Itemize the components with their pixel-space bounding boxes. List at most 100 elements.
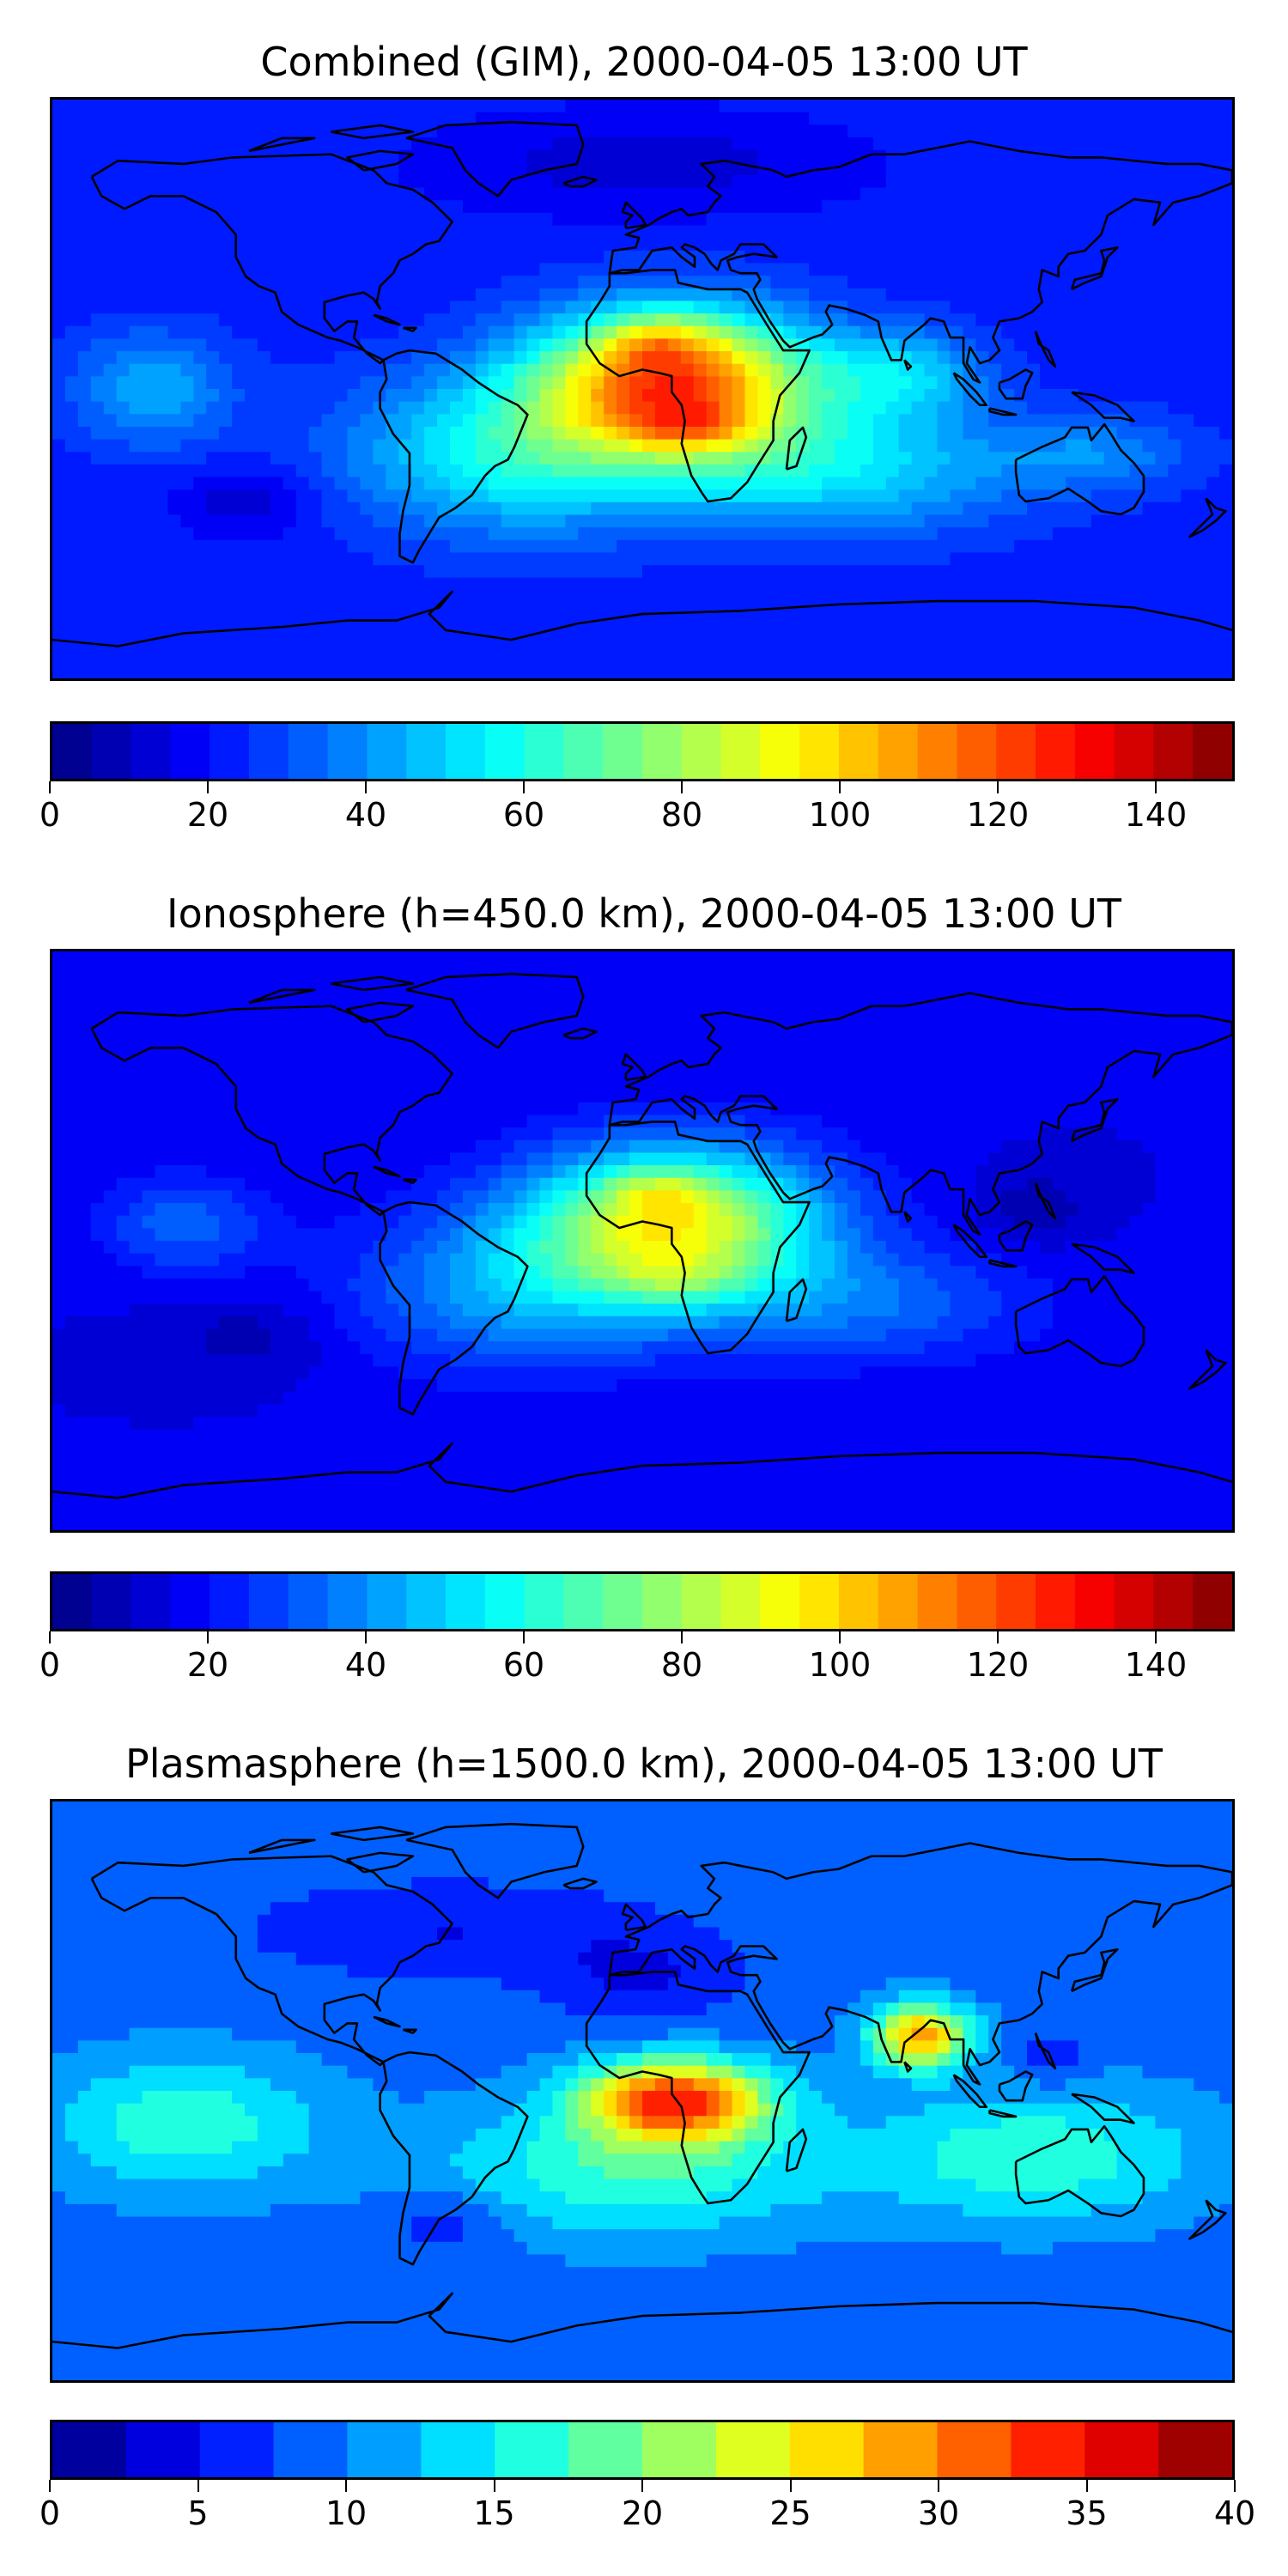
coastline-7 (405, 1822, 585, 1899)
colorbar-tick (365, 781, 367, 793)
coastline-5 (621, 1053, 647, 1082)
coastline-0 (90, 153, 453, 365)
coastline-10 (331, 975, 415, 992)
coastline-7 (405, 972, 585, 1049)
colorbar-segment (996, 1574, 1036, 1629)
map-ionosphere (50, 949, 1235, 1533)
colorbar-segment (642, 724, 683, 779)
map-svg (52, 100, 1232, 678)
map-plasmasphere (50, 1799, 1235, 2383)
colorbar-tick-label: 0 (39, 2494, 61, 2532)
colorbar-tick-label: 0 (39, 796, 61, 834)
coastline-13 (998, 2070, 1034, 2102)
colorbar-segment (720, 1574, 761, 1629)
coastline-14 (988, 2109, 1018, 2118)
colorbar-segment (131, 1574, 171, 1629)
colorbar-segment (406, 1574, 447, 1629)
coastline-22 (403, 2028, 417, 2034)
colorbar-tick (641, 2480, 643, 2492)
coastline-18 (1188, 2199, 1227, 2240)
colorbar-segment (789, 2422, 865, 2477)
coastline-17 (785, 426, 808, 471)
coastline-4 (1014, 2124, 1145, 2218)
colorbar-segment (421, 2422, 495, 2477)
colorbar-segment (863, 2422, 939, 2477)
colorbar-ionosphere (50, 1571, 1235, 1631)
colorbar-segment (799, 724, 840, 779)
coastline-18 (1188, 1349, 1227, 1390)
colorbar-ticks: 0 20 40 60 80 100 120 140 (39, 1631, 1235, 1692)
coastline-21 (373, 2015, 401, 2028)
colorbar-segment (996, 724, 1036, 779)
colorbar-segment (681, 1574, 722, 1629)
colorbar-tick-label: 140 (1124, 1646, 1188, 1684)
colorbar-segment (210, 1574, 250, 1629)
colorbar-segment (367, 1574, 407, 1629)
tec-field (52, 951, 1232, 1530)
coastline-10 (331, 124, 415, 140)
tec-field (52, 100, 1232, 678)
colorbar-segment (288, 1574, 329, 1629)
coastline-14 (988, 1259, 1018, 1268)
colorbar-tick (681, 781, 683, 793)
colorbar-segment (760, 1574, 800, 1629)
colorbar-tick (207, 1631, 209, 1643)
coastline-16 (1034, 1182, 1057, 1220)
colorbar-tick-label: 80 (660, 796, 703, 834)
coastline-9 (248, 137, 316, 153)
colorbar-segment (91, 724, 132, 779)
colorbar-segment (446, 724, 486, 779)
colorbar-segment (878, 1574, 919, 1629)
coastline-8 (346, 149, 415, 172)
colorbar-segment (563, 1574, 604, 1629)
coastline-20 (52, 2292, 1232, 2349)
map-svg (52, 951, 1232, 1530)
colorbar-segment (715, 2422, 791, 2477)
colorbar-segment (1084, 2422, 1159, 2477)
coastlines (52, 1822, 1232, 2349)
coastline-21 (373, 313, 401, 326)
coastline-16 (1034, 331, 1057, 368)
colorbar-segment (1036, 1574, 1076, 1629)
coastline-7 (405, 120, 585, 197)
colorbar-segment (524, 1574, 564, 1629)
coastline-13 (998, 1220, 1034, 1252)
coastline-9 (248, 1838, 316, 1855)
colorbar-segment (1036, 724, 1076, 779)
coastline-14 (988, 407, 1018, 416)
colorbar-segment (347, 2422, 422, 2477)
colorbar-segment (642, 1574, 683, 1629)
coastline-11 (1070, 1097, 1119, 1143)
colorbar-tick (197, 2480, 199, 2492)
panel-title: Ionosphere (h=450.0 km), 2000-04-05 13:0… (167, 890, 1121, 937)
colorbar-tick-label: 25 (769, 2494, 811, 2532)
colorbar-tick (1155, 781, 1157, 793)
colorbar-segment (199, 2422, 275, 2477)
colorbar-segment (1114, 1574, 1154, 1629)
colorbar-segment (1193, 1574, 1232, 1629)
colorbar-segment (1193, 724, 1232, 779)
coastlines (52, 972, 1232, 1499)
colorbar-segment (52, 724, 93, 779)
coastline-4 (1014, 1274, 1145, 1368)
coastline-8 (346, 1851, 415, 1874)
colorbar-segment (91, 1574, 132, 1629)
coastline-18 (1188, 497, 1227, 538)
panel-title: Combined (GIM), 2000-04-05 13:00 UT (260, 39, 1028, 85)
coastline-6 (562, 1877, 598, 1890)
coastline-16 (1034, 2032, 1057, 2070)
colorbar-tick-label: 0 (39, 1646, 61, 1684)
colorbar-segment (367, 724, 407, 779)
coastline-5 (621, 201, 647, 230)
coastline-3 (608, 992, 1232, 1236)
coastline-20 (52, 1442, 1232, 1499)
colorbar-segment (1153, 1574, 1194, 1629)
colorbar-tick-label: 40 (344, 1646, 387, 1684)
coastline-0 (90, 1005, 453, 1217)
colorbar-tick (49, 1631, 51, 1643)
colorbar-tick (997, 781, 999, 793)
colorbar-segment (170, 724, 210, 779)
colorbar-segment (327, 1574, 368, 1629)
colorbar-segment (1074, 1574, 1115, 1629)
colorbar-segment (839, 1574, 879, 1629)
